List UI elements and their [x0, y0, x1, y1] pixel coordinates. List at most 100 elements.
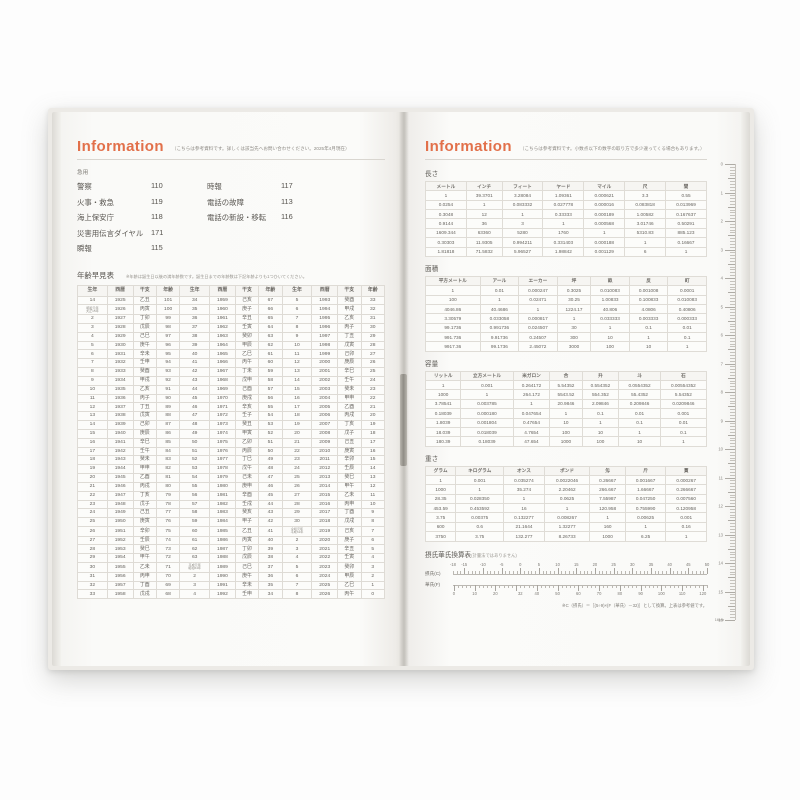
right-header-note: （こちらは参考資料です。小数点以下の数字の取り方で多少違ってくる場合もあります。…: [519, 146, 705, 151]
emergency-row: 電話の故障 113: [207, 197, 307, 208]
ruler-tick: [730, 602, 735, 604]
scale-tick: [453, 571, 454, 574]
table-row: 18 1943 癸未 83 52 1977 丁巳 49 23 2011 辛卯 15: [77, 455, 385, 466]
table-row: 13 1938 戊寅 88 47 1972 壬子 54 18 2006 丙戌 20: [77, 411, 385, 422]
scale-tick: [677, 585, 679, 588]
table-cell: 乙亥: [132, 384, 157, 395]
table-cell: 0.028350: [455, 493, 505, 505]
table-cell: 48: [179, 420, 211, 430]
table-cell: 1956: [106, 571, 134, 582]
table-cell: 0.010083: [667, 294, 707, 305]
table-cell: 10: [77, 384, 108, 395]
table-cell: 丙辰: [234, 446, 260, 457]
scale-tick: [453, 585, 455, 591]
table-cell: 辛丑: [337, 544, 362, 555]
table-cell: 庚子: [337, 535, 362, 546]
table-cell: 62: [258, 340, 283, 351]
scale-tick: [657, 585, 658, 588]
table-cell: 甲午: [132, 553, 157, 564]
scale-tick: [576, 568, 577, 574]
table-row: 0.3048 12 1 0.33333 0.000189 1.00582 0.167637: [425, 209, 707, 220]
fahrenheit-tick-label: 20: [493, 590, 498, 596]
scale-tick: [594, 585, 596, 588]
table-cell: 86: [155, 428, 181, 439]
table-cell: 21.1644: [503, 521, 545, 533]
table-cell: 丙申: [132, 571, 157, 582]
ruler-tick: [730, 594, 735, 595]
ruler-tick: [730, 369, 735, 370]
table-cell: 1934: [106, 375, 134, 386]
table-row: 21 1946 丙戌 80 55 1980 庚申 46 26 2014 甲午 12: [77, 481, 385, 492]
table-cell: 2020: [311, 535, 339, 546]
table-cell: 2.20462: [543, 484, 591, 495]
fahrenheit-tick-label: 0: [452, 590, 455, 596]
ruler-tick: [730, 269, 735, 270]
table-cell: 8.26733: [543, 531, 591, 542]
scale-tick: [665, 585, 666, 588]
table-row: 14 1925 乙丑 101 34 1959 己亥 67 5 1993 癸酉 33: [77, 295, 385, 306]
table-row: 3.78541 0.003785 1 20.9846 2.09846 0.209846 0.…: [424, 398, 708, 410]
table-row: 1000 1 264.172 5543.52 554.352 55.4352 5.54352: [424, 389, 708, 400]
table-cell: 2: [179, 571, 211, 582]
celsius-scale: [453, 568, 708, 580]
table-cell: 1959: [209, 295, 236, 306]
scale-tick: [532, 585, 534, 588]
table-cell: 1.00833: [590, 294, 630, 305]
scale-tick: [550, 571, 551, 574]
ruler-tick: [730, 309, 735, 310]
table-cell: 辛卯: [132, 526, 157, 537]
ruler-tick: [730, 386, 735, 387]
table-cell: 41: [179, 358, 211, 369]
conv-col-header: ヤード: [542, 180, 585, 192]
table-cell: 1929: [106, 331, 134, 342]
table-cell: 丙午: [337, 589, 362, 600]
table-cell: 0.3025: [556, 285, 592, 296]
ruler-tick: [730, 260, 735, 262]
scale-tick: [486, 571, 488, 574]
table-cell: 0.001804: [460, 417, 514, 428]
table-cell: 0.027778: [542, 199, 585, 211]
left-header-note: （こちらは参考資料です。詳しくは該当先へお問い合わせください。2025年4月現在…: [171, 146, 350, 151]
scale-tick: [572, 571, 574, 574]
scale-tick: [524, 585, 525, 588]
table-cell: 5: [281, 295, 313, 306]
ruler-tick: [730, 543, 735, 544]
table-cell: 1944: [106, 464, 134, 475]
ruler-tick: [728, 206, 735, 208]
ruler-tick: [730, 340, 735, 342]
table-cell: 0.991736: [479, 322, 520, 334]
table-cell: 1: [479, 294, 520, 305]
table-cell: 2006: [311, 411, 339, 422]
table-cell: 19: [77, 464, 108, 475]
ruler-tick: [730, 511, 735, 513]
table-cell: 2015: [311, 490, 339, 501]
ruler-number: 9: [720, 418, 723, 423]
ruler-number: 1: [720, 190, 723, 195]
table-cell: 1: [618, 426, 661, 438]
ruler-tick: [730, 275, 735, 276]
table-cell: 6.25: [624, 531, 667, 542]
table-cell: 8: [281, 322, 313, 333]
table-cell: 1958: [106, 589, 134, 600]
temperature-subtitle: (計量法ではありません): [471, 552, 517, 558]
table-cell: 0.001129: [583, 246, 626, 257]
table-cell: 61: [179, 535, 211, 546]
table-cell: 1: [425, 190, 467, 201]
scale-tick: [570, 585, 571, 588]
scale-tick: [565, 585, 567, 588]
table-row: 0.9144 36 3 1 0.000568 3.01746 0.50291: [425, 218, 707, 229]
table-row: 26 1951 辛卯 75 60 1985 乙丑 41 令和元年 平成31年 2019 己亥 7: [77, 526, 385, 537]
table-cell: 1: [659, 436, 708, 447]
table-cell: 0.00625: [624, 512, 667, 523]
table-cell: 1949: [106, 508, 134, 519]
table-cell: 1: [549, 408, 583, 419]
ruler-tick: [730, 617, 735, 618]
emergency-numbers: 警察 110 火事・救急 119 海上保安庁 118 災害用伝言ダイヤル 171 瞬報 115 時…: [77, 181, 385, 254]
ruler-tick: [730, 429, 735, 430]
table-cell: 53: [258, 420, 283, 430]
scale-tick: [512, 571, 514, 574]
table-cell: 4: [360, 553, 385, 564]
scale-tick: [632, 585, 633, 588]
table-cell: 32: [360, 304, 385, 316]
celsius-row: 摂氏(C): [425, 568, 708, 580]
